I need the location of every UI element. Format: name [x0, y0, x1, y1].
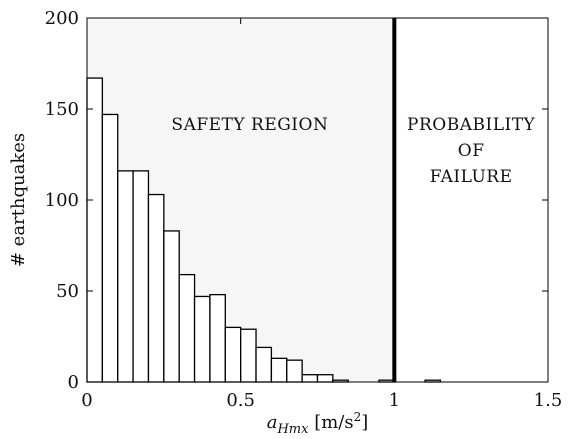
y-axis-label: # earthquakes — [8, 133, 29, 267]
x-label-superscript: 2 — [354, 410, 362, 424]
histogram-bars — [86, 77, 442, 383]
histogram-bar — [270, 357, 288, 383]
histogram-bar — [86, 77, 104, 383]
histogram-bar — [209, 293, 226, 383]
x-tick-label: 1.5 — [534, 390, 563, 411]
region-annotations: SAFETY REGION PROBABILITY OF FAILURE — [171, 115, 535, 187]
failure-region-background — [394, 18, 548, 382]
histogram-bar — [240, 328, 257, 383]
y-tick-label: 200 — [45, 8, 79, 29]
histogram-bar — [147, 193, 165, 383]
failure-region-label: FAILURE — [430, 167, 513, 187]
histogram-bar — [301, 374, 319, 383]
x-label-unit: [m/s — [308, 412, 353, 433]
histogram-bar — [117, 170, 134, 383]
x-tick-label: 0 — [81, 390, 92, 411]
y-tick-label: 150 — [45, 99, 79, 120]
histogram-bar — [224, 326, 242, 383]
x-axis-label: aHmx [m/s2] — [267, 410, 369, 437]
failure-region-label: PROBABILITY — [407, 115, 535, 135]
x-tick-label: 0.5 — [226, 390, 255, 411]
x-tick-label: 1 — [389, 390, 400, 411]
x-label-subscript: Hmx — [276, 422, 309, 437]
histogram-bar — [101, 113, 119, 383]
histogram-bar — [178, 273, 196, 383]
y-tick-label: 0 — [68, 372, 79, 393]
histogram-bar — [132, 170, 150, 383]
y-tick-label: 100 — [45, 190, 79, 211]
histogram-bar — [286, 359, 303, 383]
histogram-bar — [316, 374, 334, 383]
histogram-bar — [255, 346, 273, 383]
y-axis-ticks: 0 50 100 150 200 — [45, 8, 548, 393]
histogram-bar — [193, 295, 211, 383]
histogram-bar — [163, 230, 180, 383]
y-tick-label: 50 — [56, 281, 79, 302]
safety-region-label: SAFETY REGION — [171, 115, 328, 135]
x-label-variable: a — [267, 412, 278, 433]
x-label-close: ] — [361, 412, 368, 433]
failure-region-label: OF — [458, 141, 485, 161]
x-axis-ticks: 0 0.5 1 1.5 — [81, 18, 562, 411]
